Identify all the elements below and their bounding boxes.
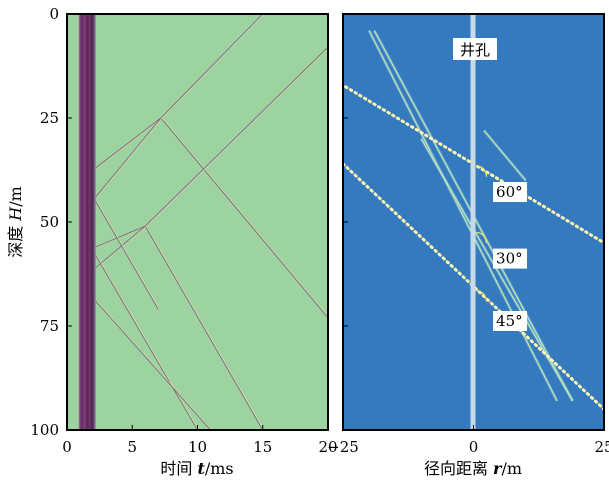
left-x-label-var: t <box>197 459 205 478</box>
left-y-ticks: 0 25 50 75 100 <box>30 5 72 439</box>
left-x-tick-label: 20 <box>318 438 337 456</box>
fracture-line <box>343 162 604 411</box>
angle-arc <box>476 231 488 244</box>
wavefront <box>95 117 162 169</box>
left-panel: 0 5 10 15 20 0 25 50 75 100 时间 t/ms 深度 H/m <box>6 5 338 478</box>
wavefront-highlight <box>96 225 147 269</box>
left-x-tick-label: 0 <box>62 438 72 456</box>
left-y-tick-label: 75 <box>40 317 59 335</box>
right-x-tick-label: 0 <box>469 438 479 456</box>
angle-label: 30° <box>493 248 528 269</box>
wavefront <box>95 200 159 310</box>
right-x-label-var: r <box>493 459 503 478</box>
angle-arcs <box>476 165 488 302</box>
angle-label: 45° <box>493 311 528 331</box>
angle-label: 60° <box>493 182 528 203</box>
right-panel: 井孔 60° 30° 45° −25 0 25 径向距离 r/m <box>327 13 609 478</box>
wavefront-highlight <box>95 200 160 310</box>
right-x-axis-label: 径向距离 r/m <box>424 459 522 478</box>
wavefront <box>160 117 328 319</box>
left-y-axis-label: 深度 H/m <box>6 186 25 258</box>
angle-arc <box>476 289 488 302</box>
left-y-tick-label: 25 <box>40 109 59 127</box>
left-y-tick-label: 100 <box>30 421 59 439</box>
wavefront <box>144 225 264 430</box>
left-x-tick-label: 5 <box>127 438 137 456</box>
angle-arc <box>476 165 488 177</box>
wavefront <box>144 46 328 227</box>
left-plot-background <box>67 14 328 430</box>
wavefront-highlight <box>161 117 328 318</box>
left-y-label-var: H <box>6 206 25 222</box>
wavefront-highlight <box>161 14 264 119</box>
direct-wave-band <box>78 14 96 430</box>
angle-label-text: 45° <box>496 312 523 330</box>
wavefront-highlight <box>145 47 328 227</box>
left-x-axis-label: 时间 t/ms <box>160 459 233 478</box>
borehole <box>470 14 476 430</box>
right-x-tick-label: 25 <box>594 438 609 456</box>
left-x-tick-label: 15 <box>253 438 272 456</box>
wavefront <box>95 300 211 430</box>
wavefront <box>95 225 146 248</box>
wavefront-highlight <box>96 300 212 430</box>
left-y-label-cn: 深度 <box>6 221 25 258</box>
right-x-ticks: −25 0 25 <box>327 13 609 456</box>
right-x-label-cn: 径向距离 <box>424 459 493 478</box>
wavefront-highlight <box>95 254 199 430</box>
left-x-label-unit: /ms <box>205 459 234 478</box>
left-x-label-cn: 时间 <box>160 459 197 478</box>
left-y-label-unit: /m <box>6 186 25 207</box>
borehole-label-box: 井孔 <box>453 38 497 60</box>
right-x-tick-label: −25 <box>327 438 359 456</box>
wavefront <box>95 117 162 198</box>
wavefront <box>483 130 527 181</box>
wavefront-highlight <box>145 225 265 430</box>
wavefront-highlight <box>96 117 163 198</box>
angle-label-text: 30° <box>496 250 523 268</box>
angle-label-text: 60° <box>496 183 523 201</box>
left-x-ticks: 0 5 10 15 20 <box>62 425 338 456</box>
left-wavefronts <box>95 14 328 430</box>
angle-labels: 60° 30° 45° <box>493 182 528 331</box>
borehole-label: 井孔 <box>460 41 490 59</box>
wavefront <box>95 225 146 269</box>
wavefront <box>95 255 198 430</box>
wavefront <box>160 14 264 119</box>
wavefront <box>368 30 558 402</box>
left-y-tick-label: 0 <box>49 5 59 23</box>
right-x-label-unit: /m <box>501 459 522 478</box>
left-y-tick-label: 50 <box>40 213 59 231</box>
left-x-tick-label: 10 <box>188 438 207 456</box>
